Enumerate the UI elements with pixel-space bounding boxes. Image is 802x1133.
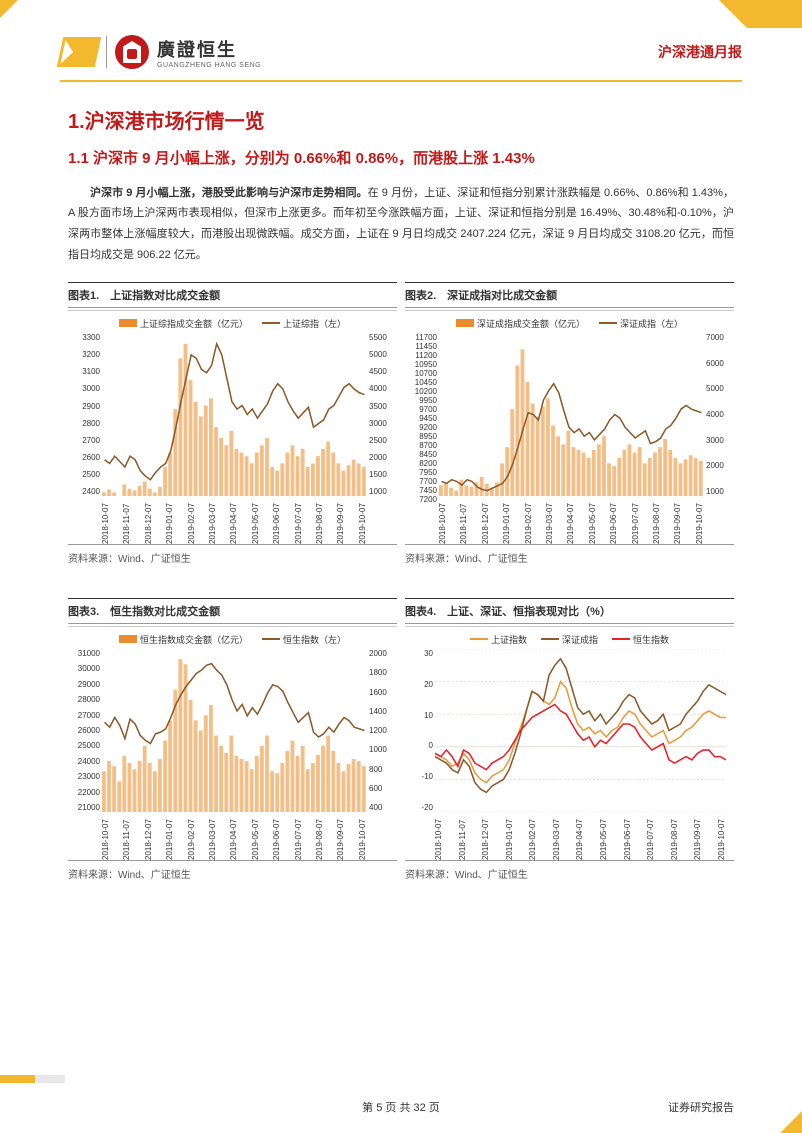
chart-1-title: 图表1. 上证指数对比成交金额 [68,287,220,303]
c3-leg-bar: 恒生指数成交金额（亿元） [140,633,248,646]
paragraph-1: 沪深市 9 月小幅上涨，港股受此影响与沪深市走势相同。在 9 月份，上证、深证和… [68,183,734,267]
chart-2-box: 深证成指成交金额（亿元） 深证成指（左） 1170011450112001095… [405,310,734,545]
c3-source: 资料来源：Wind、广证恒生 [68,861,397,886]
c4-xaxis: 2018-10-072018-11-072018-12-072019-01-07… [435,812,726,860]
c4-leg2: 深证成指 [562,633,598,646]
logo-cn: 廣證恒生 [157,36,261,62]
charts-grid: 图表1. 上证指数对比成交金额 上证综指成交金额（亿元） 上证综指（左） 330… [68,282,734,886]
c1-source: 资料来源：Wind、广证恒生 [68,545,397,570]
chart-2-legend: 深证成指成交金额（亿元） 深证成指（左） [405,315,734,331]
c1-leg-line: 上证综指（左） [283,317,346,330]
c2-leg-bar: 深证成指成交金额（亿元） [477,317,585,330]
chart-4: 图表4. 上证、深证、恒指表现对比（%） 上证指数 深证成指 恒生指数 3020… [405,598,734,886]
heading-1: 1.沪深港市场行情一览 [68,105,734,134]
c1-yaxis-left: 3300320031003000290028002700260025002400 [68,333,102,496]
c4-yaxis-left: 3020100-10-20 [405,649,435,812]
footer-right: 证券研究报告 [668,1099,734,1115]
chart-3: 图表3. 恒生指数对比成交金额 恒生指数成交金额（亿元） 恒生指数（左） 310… [68,598,397,886]
chart-1-legend: 上证综指成交金额（亿元） 上证综指（左） [68,315,397,331]
c4-leg1: 上证指数 [491,633,527,646]
c2-xaxis: 2018-10-072018-11-072018-12-072019-01-07… [439,496,704,544]
c3-xaxis: 2018-10-072018-11-072018-12-072019-01-07… [102,812,367,860]
c1-yaxis-right: 5500500045004000350030002500200015001000 [367,333,397,496]
c4-plot [435,649,726,812]
c1-xaxis: 2018-10-072018-11-072018-12-072019-01-07… [102,496,367,544]
chart-1: 图表1. 上证指数对比成交金额 上证综指成交金额（亿元） 上证综指（左） 330… [68,282,397,570]
c3-yaxis-left: 3100030000290002800027000260002500024000… [68,649,102,812]
chart-3-title: 图表3. 恒生指数对比成交金额 [68,603,220,619]
chart-3-box: 恒生指数成交金额（亿元） 恒生指数（左） 3100030000290002800… [68,626,397,861]
logo-text: 廣證恒生 GUANGZHENG HANG SENG [157,36,261,69]
content: 1.沪深港市场行情一览 1.1 沪深市 9 月小幅上涨，分别为 0.66%和 0… [68,105,734,886]
c3-plot [102,649,367,812]
c3-yaxis-right: 200018001600140012001000800600400 [367,649,397,812]
logo-divider [106,36,107,68]
corner-decor-bl2 [35,1075,65,1083]
heading-2: 1.1 沪深市 9 月小幅上涨，分别为 0.66%和 0.86%，而港股上涨 1… [68,148,734,171]
chart-2: 图表2. 深证成指对比成交金额 深证成指成交金额（亿元） 深证成指（左） 117… [405,282,734,570]
page-number: 第 5 页 共 32 页 [362,1099,440,1115]
chart-1-box: 上证综指成交金额（亿元） 上证综指（左） 3300320031003000290… [68,310,397,545]
c2-yaxis-right: 7000600050004000300020001000 [704,333,734,496]
report-type: 沪深港通月报 [658,42,742,62]
c4-leg3: 恒生指数 [633,633,669,646]
ye-logo-icon [57,37,101,67]
logo-en: GUANGZHENG HANG SENG [157,62,261,69]
chart-4-title: 图表4. 上证、深证、恒指表现对比（%） [405,603,611,619]
c1-plot [102,333,367,496]
corner-decor-bl [0,1075,35,1083]
chart-4-legend: 上证指数 深证成指 恒生指数 [405,631,734,647]
c2-source: 资料来源：Wind、广证恒生 [405,545,734,570]
c4-source: 资料来源：Wind、广证恒生 [405,861,734,886]
c2-plot [439,333,704,496]
corner-decor-tr [747,0,802,28]
hangseng-logo-icon [115,35,149,69]
chart-2-title: 图表2. 深证成指对比成交金额 [405,287,557,303]
chart-3-legend: 恒生指数成交金额（亿元） 恒生指数（左） [68,631,397,647]
logo-group: 廣證恒生 GUANGZHENG HANG SENG [60,35,261,69]
c2-leg-line: 深证成指（左） [620,317,683,330]
corner-decor-tl [0,0,18,18]
c2-yaxis-left: 1170011450112001095010700104501020099509… [405,333,439,496]
chart-4-box: 上证指数 深证成指 恒生指数 3020100-10-20 2018-10-072… [405,626,734,861]
c1-leg-bar: 上证综指成交金额（亿元） [140,317,248,330]
page-header: 廣證恒生 GUANGZHENG HANG SENG 沪深港通月报 [60,32,742,82]
p1-bold: 沪深市 9 月小幅上涨，港股受此影响与沪深市走势相同。 [90,187,368,199]
c3-leg-line: 恒生指数（左） [283,633,346,646]
